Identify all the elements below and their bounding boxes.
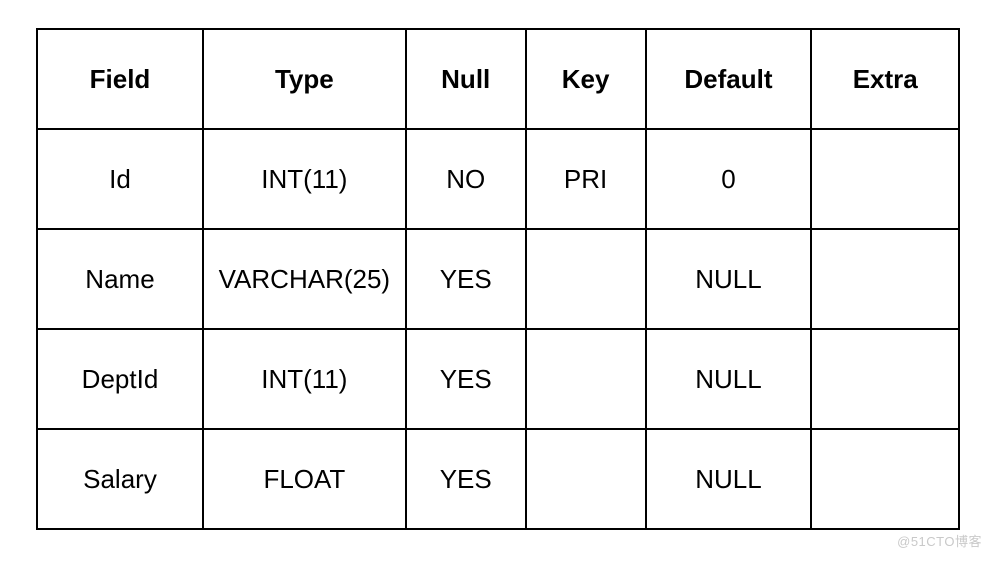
cell-extra (811, 429, 959, 529)
cell-key: PRI (526, 129, 646, 229)
header-key: Key (526, 29, 646, 129)
cell-key (526, 429, 646, 529)
cell-default: NULL (646, 429, 812, 529)
cell-field: Salary (37, 429, 203, 529)
cell-default: NULL (646, 329, 812, 429)
cell-null: YES (406, 329, 526, 429)
cell-default: 0 (646, 129, 812, 229)
cell-field: Name (37, 229, 203, 329)
cell-key (526, 329, 646, 429)
cell-type: FLOAT (203, 429, 406, 529)
cell-null: NO (406, 129, 526, 229)
table-row: Id INT(11) NO PRI 0 (37, 129, 959, 229)
header-extra: Extra (811, 29, 959, 129)
cell-default: NULL (646, 229, 812, 329)
cell-null: YES (406, 429, 526, 529)
table-header-row: Field Type Null Key Default Extra (37, 29, 959, 129)
table-row: DeptId INT(11) YES NULL (37, 329, 959, 429)
cell-null: YES (406, 229, 526, 329)
table-row: Salary FLOAT YES NULL (37, 429, 959, 529)
cell-extra (811, 329, 959, 429)
schema-table: Field Type Null Key Default Extra Id INT… (36, 28, 960, 530)
cell-key (526, 229, 646, 329)
cell-extra (811, 129, 959, 229)
cell-field: Id (37, 129, 203, 229)
cell-type: INT(11) (203, 329, 406, 429)
cell-extra (811, 229, 959, 329)
table-container: Field Type Null Key Default Extra Id INT… (0, 0, 996, 558)
cell-field: DeptId (37, 329, 203, 429)
header-type: Type (203, 29, 406, 129)
table-row: Name VARCHAR(25) YES NULL (37, 229, 959, 329)
watermark-text: @51CTO博客 (897, 531, 982, 550)
cell-type: VARCHAR(25) (203, 229, 406, 329)
header-default: Default (646, 29, 812, 129)
header-null: Null (406, 29, 526, 129)
cell-type: INT(11) (203, 129, 406, 229)
header-field: Field (37, 29, 203, 129)
